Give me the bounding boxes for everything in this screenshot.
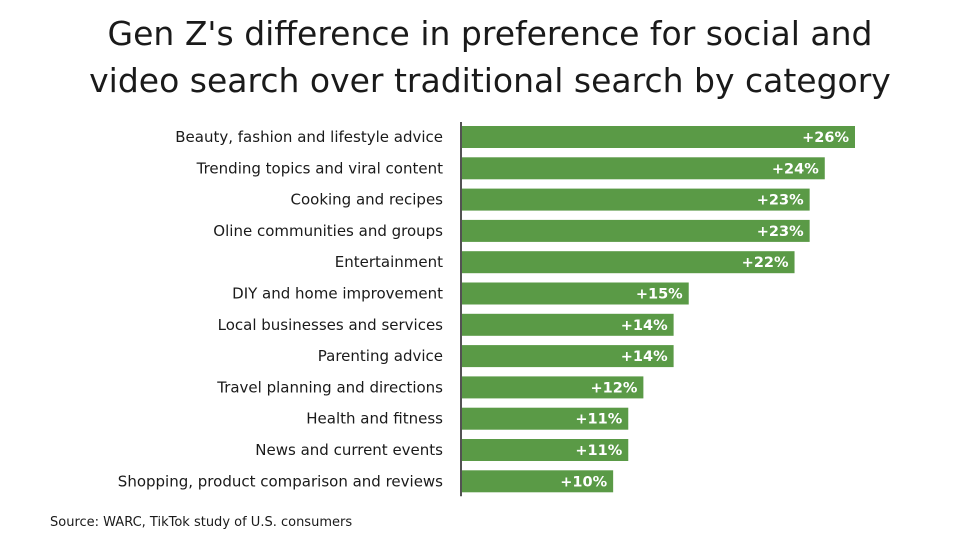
chart-title: Gen Z's difference in preference for soc… [0, 10, 980, 104]
bar [462, 439, 629, 461]
category-label: News and current events [255, 441, 443, 459]
bar-row: Local businesses and services +14% [218, 313, 674, 336]
value-label: +14% [621, 318, 668, 334]
bar [462, 251, 795, 274]
bar-row: Shopping, product comparison and reviews… [118, 470, 614, 493]
category-label: Travel planning and directions [216, 378, 443, 396]
bar [462, 470, 614, 493]
bar-row: Entertainment +22% [335, 251, 795, 274]
bar [462, 407, 629, 430]
value-label: +23% [757, 193, 804, 209]
category-label: Entertainment [335, 253, 443, 271]
value-label: +14% [621, 349, 668, 365]
bar [462, 313, 674, 336]
bar [462, 376, 644, 399]
bar [462, 126, 855, 148]
value-label: +15% [636, 287, 683, 303]
category-label: Shopping, product comparison and reviews [118, 472, 443, 490]
value-label: +22% [742, 255, 789, 271]
bar-row: Health and fitness +11% [306, 407, 629, 430]
source-note: Source: WARC, TikTok study of U.S. consu… [50, 515, 353, 530]
bar [462, 345, 674, 368]
category-label: Parenting advice [318, 347, 443, 365]
category-label: Local businesses and services [218, 316, 444, 334]
category-label: Beauty, fashion and lifestyle advice [175, 128, 443, 146]
category-label: DIY and home improvement [232, 285, 443, 303]
chart-title-line-1: Gen Z's difference in preference for soc… [107, 14, 873, 53]
value-label: +10% [560, 474, 607, 490]
bar-row: Trending topics and viral content +24% [196, 157, 825, 180]
category-label: Oline communities and groups [213, 222, 443, 240]
value-label: +26% [802, 130, 849, 146]
bar [462, 188, 810, 211]
category-label: Cooking and recipes [290, 191, 443, 209]
value-label: +23% [757, 224, 804, 240]
bar-row: Parenting advice +14% [318, 345, 674, 368]
chart-title-line-2: video search over traditional search by … [89, 61, 891, 100]
bar-row: Cooking and recipes +23% [290, 188, 810, 211]
value-label: +24% [772, 161, 819, 177]
value-label: +11% [575, 443, 622, 459]
bar-row: Oline communities and groups +23% [213, 219, 810, 242]
category-label: Health and fitness [306, 410, 443, 428]
bar-row: Travel planning and directions +12% [216, 376, 644, 399]
value-label: +11% [575, 412, 622, 428]
bar [462, 157, 825, 180]
value-label: +12% [591, 380, 638, 396]
bar-row: News and current events +11% [255, 439, 629, 461]
bar [462, 219, 810, 242]
bar [462, 282, 689, 305]
category-label: Trending topics and viral content [196, 159, 443, 177]
bar-row: Beauty, fashion and lifestyle advice +26% [175, 126, 855, 148]
bar-row: DIY and home improvement +15% [232, 282, 689, 305]
